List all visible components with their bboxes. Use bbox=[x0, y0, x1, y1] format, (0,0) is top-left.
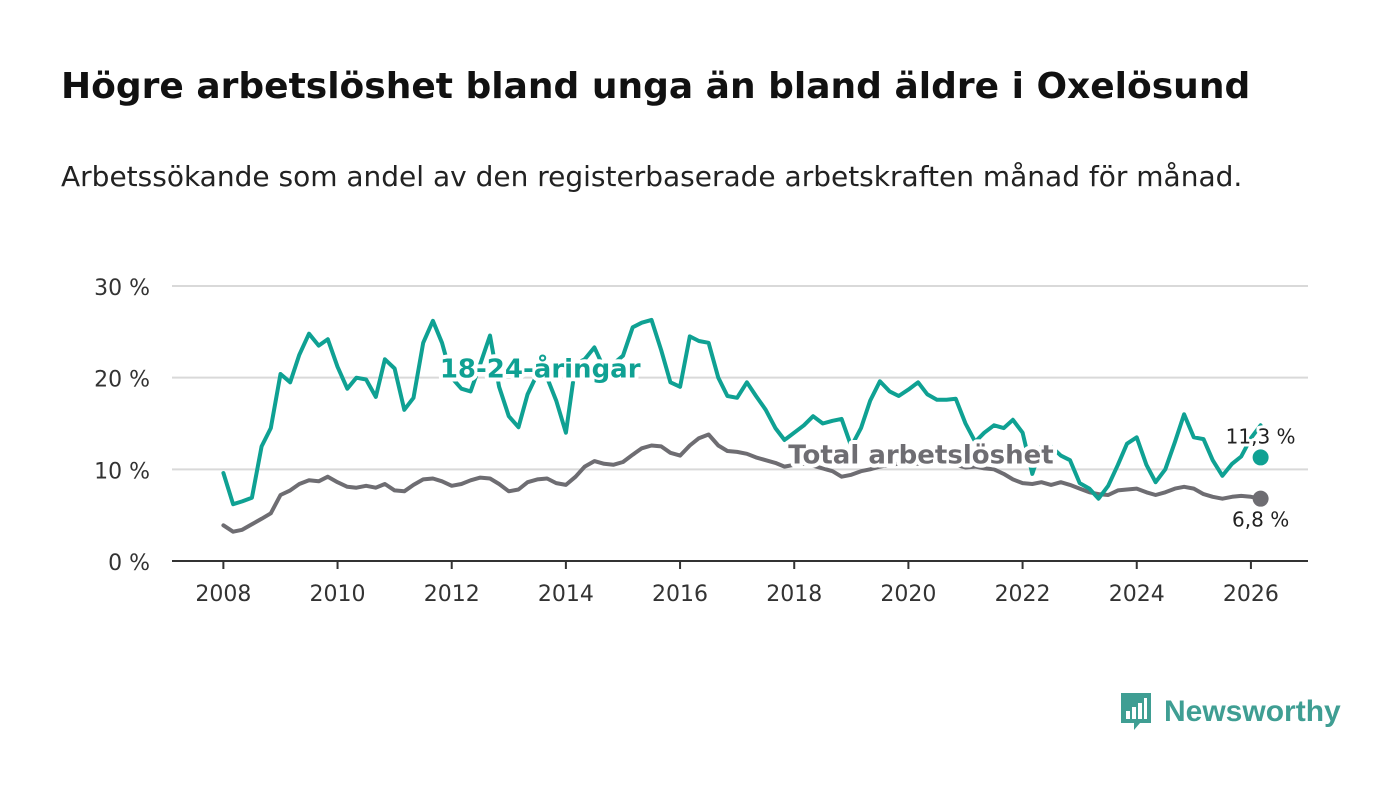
x-tick-label: 2010 bbox=[310, 582, 366, 607]
series-line-young bbox=[221, 317, 1263, 507]
annotations: 6,8 % 11,3 % 18-24-åringar Total arbetslösh… bbox=[436, 349, 1299, 535]
x-tick-label: 2008 bbox=[195, 582, 251, 607]
x-tick-label: 2024 bbox=[1109, 582, 1165, 607]
y-tick-label: 0 % bbox=[108, 551, 150, 576]
end-value-label: 6,8 % bbox=[1232, 508, 1289, 532]
x-axis: 2008 2010 2012 2014 2016 2018 2020 2022 2024 2026 bbox=[172, 560, 1308, 607]
series-line-total bbox=[221, 432, 1263, 534]
series-lines bbox=[221, 317, 1269, 534]
x-tick-label: 2018 bbox=[766, 582, 822, 607]
series-end-dot bbox=[1252, 490, 1269, 507]
series-annotation: Total arbetslöshet bbox=[788, 441, 1053, 471]
x-tick-label: 2020 bbox=[880, 582, 936, 607]
gridlines: 0 % 10 % 20 % 30 % bbox=[94, 276, 1308, 576]
y-tick-label: 30 % bbox=[94, 276, 150, 301]
y-tick-label: 20 % bbox=[94, 368, 150, 393]
x-tick-label: 2012 bbox=[424, 582, 480, 607]
logo-text: Newsworthy bbox=[1164, 695, 1341, 728]
newsworthy-logo[interactable]: Newsworthy bbox=[1118, 690, 1341, 734]
series-annotation: 18-24-åringar bbox=[440, 353, 641, 385]
bar-chart-speech-bubble-icon bbox=[1121, 693, 1151, 730]
chart-title: Högre arbetslöshet bland unga än bland ä… bbox=[61, 66, 1251, 107]
x-tick-label: 2022 bbox=[995, 582, 1051, 607]
x-tick-label: 2026 bbox=[1223, 582, 1279, 607]
y-tick-label: 10 % bbox=[94, 459, 150, 484]
chart-subtitle: Arbetssökande som andel av den registerb… bbox=[61, 160, 1243, 193]
x-tick-label: 2016 bbox=[652, 582, 708, 607]
end-value-label: 11,3 % bbox=[1226, 424, 1296, 448]
x-tick-label: 2014 bbox=[538, 582, 594, 607]
series-end-dot bbox=[1252, 449, 1269, 466]
